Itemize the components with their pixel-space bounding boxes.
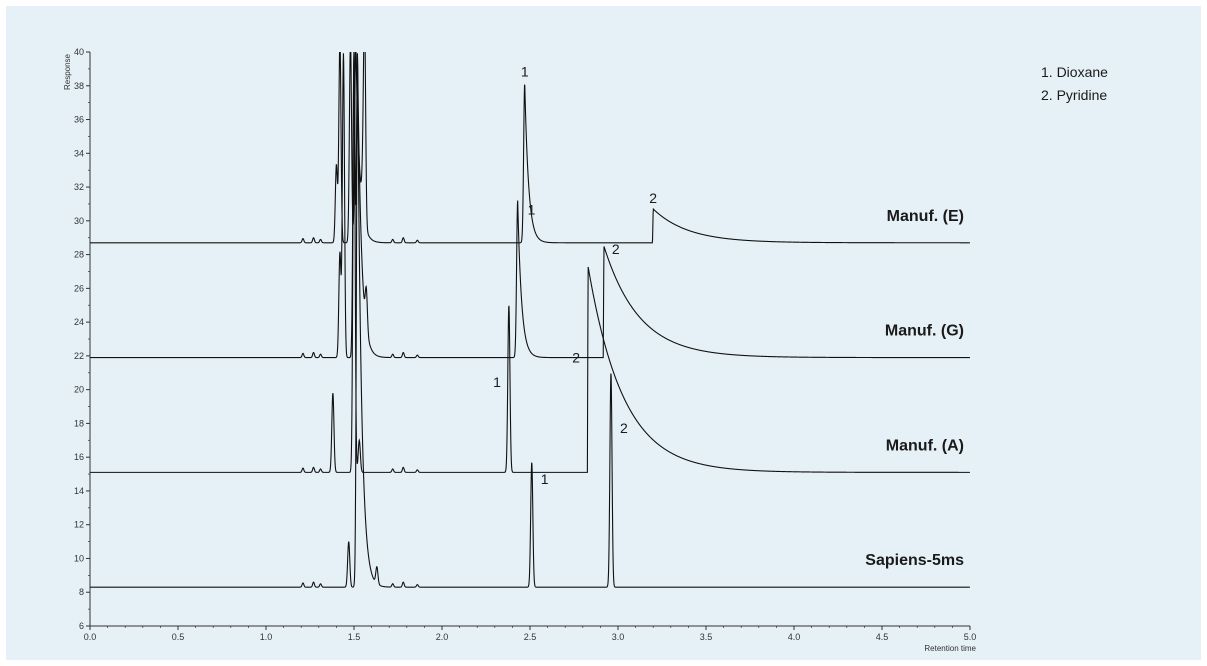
y-tick-label: 24	[74, 317, 84, 327]
trace-label: Manuf. (G)	[885, 323, 964, 340]
y-tick-label: 6	[79, 621, 84, 631]
peak-label: 2	[572, 349, 580, 365]
legend-entry: 1. Dioxane	[1041, 64, 1108, 80]
x-tick-label: 4.0	[788, 632, 801, 642]
y-tick-label: 12	[74, 520, 84, 530]
x-tick-label: 2.5	[524, 632, 537, 642]
peak-label: 1	[493, 374, 501, 390]
y-tick-label: 28	[74, 250, 84, 260]
y-tick-label: 22	[74, 351, 84, 361]
y-tick-label: 34	[74, 148, 84, 158]
chromatogram-chart: 0.0 0.5 1.0 1.5 2.0 2.5 3.0 3.5 4.0 4.5 5.06810121…	[63, 47, 1108, 653]
axes: 0.0 0.5 1.0 1.5 2.0 2.5 3.0 3.5 4.0 4.5 5.06810121…	[63, 47, 977, 653]
y-tick-label: 36	[74, 115, 84, 125]
x-axis-title: Retention time	[924, 644, 976, 653]
y-tick-label: 8	[79, 587, 84, 597]
chart-panel: 0.0 0.5 1.0 1.5 2.0 2.5 3.0 3.5 4.0 4.5 5.0 6 8 10 12 1…	[6, 6, 1201, 660]
y-tick-label: 30	[74, 216, 84, 226]
x-tick-label: 2.0	[436, 632, 449, 642]
y-tick-label: 40	[74, 47, 84, 57]
peak-label: 1	[541, 471, 549, 487]
x-tick-label: 4.5	[876, 632, 889, 642]
traces	[90, 52, 970, 588]
y-tick-label: 32	[74, 182, 84, 192]
x-tick-label: 5.0	[964, 632, 977, 642]
y-tick-label: 26	[74, 283, 84, 293]
x-tick-label: 0.5	[172, 632, 185, 642]
y-axis-title: Response	[63, 53, 72, 90]
trace-label: Manuf. (E)	[887, 208, 964, 225]
x-tick-label: 3.5	[700, 632, 713, 642]
trace-label: Sapiens-5ms	[865, 552, 964, 569]
trace-3	[90, 53, 970, 588]
peak-label: 2	[612, 241, 620, 257]
x-tick-label: 3.0	[612, 632, 625, 642]
trace-2	[90, 52, 970, 473]
y-tick-label: 16	[74, 452, 84, 462]
legend: 1. Dioxane 2. Pyridine	[1041, 64, 1108, 103]
y-tick-label: 38	[74, 81, 84, 91]
peak-label: 1	[521, 63, 529, 79]
peak-label: 1	[528, 202, 536, 218]
legend-entry: 2. Pyridine	[1041, 87, 1107, 103]
x-tick-label: 0.0	[84, 632, 97, 642]
peak-label: 2	[649, 190, 657, 206]
trace-0	[90, 52, 970, 244]
y-tick-label: 14	[74, 486, 84, 496]
trace-label: Manuf. (A)	[886, 437, 964, 454]
y-tick-label: 18	[74, 418, 84, 428]
y-tick-label: 20	[74, 385, 84, 395]
x-tick-label: 1.5	[348, 632, 361, 642]
x-tick-label: 1.0	[260, 632, 273, 642]
y-tick-label: 10	[74, 553, 84, 563]
annotations: Manuf. (E) 1 2 Manuf. (G) 1 2 Manuf. (A) 1 2 Sapi…	[493, 63, 964, 569]
trace-1	[90, 52, 970, 359]
peak-label: 2	[620, 420, 628, 436]
